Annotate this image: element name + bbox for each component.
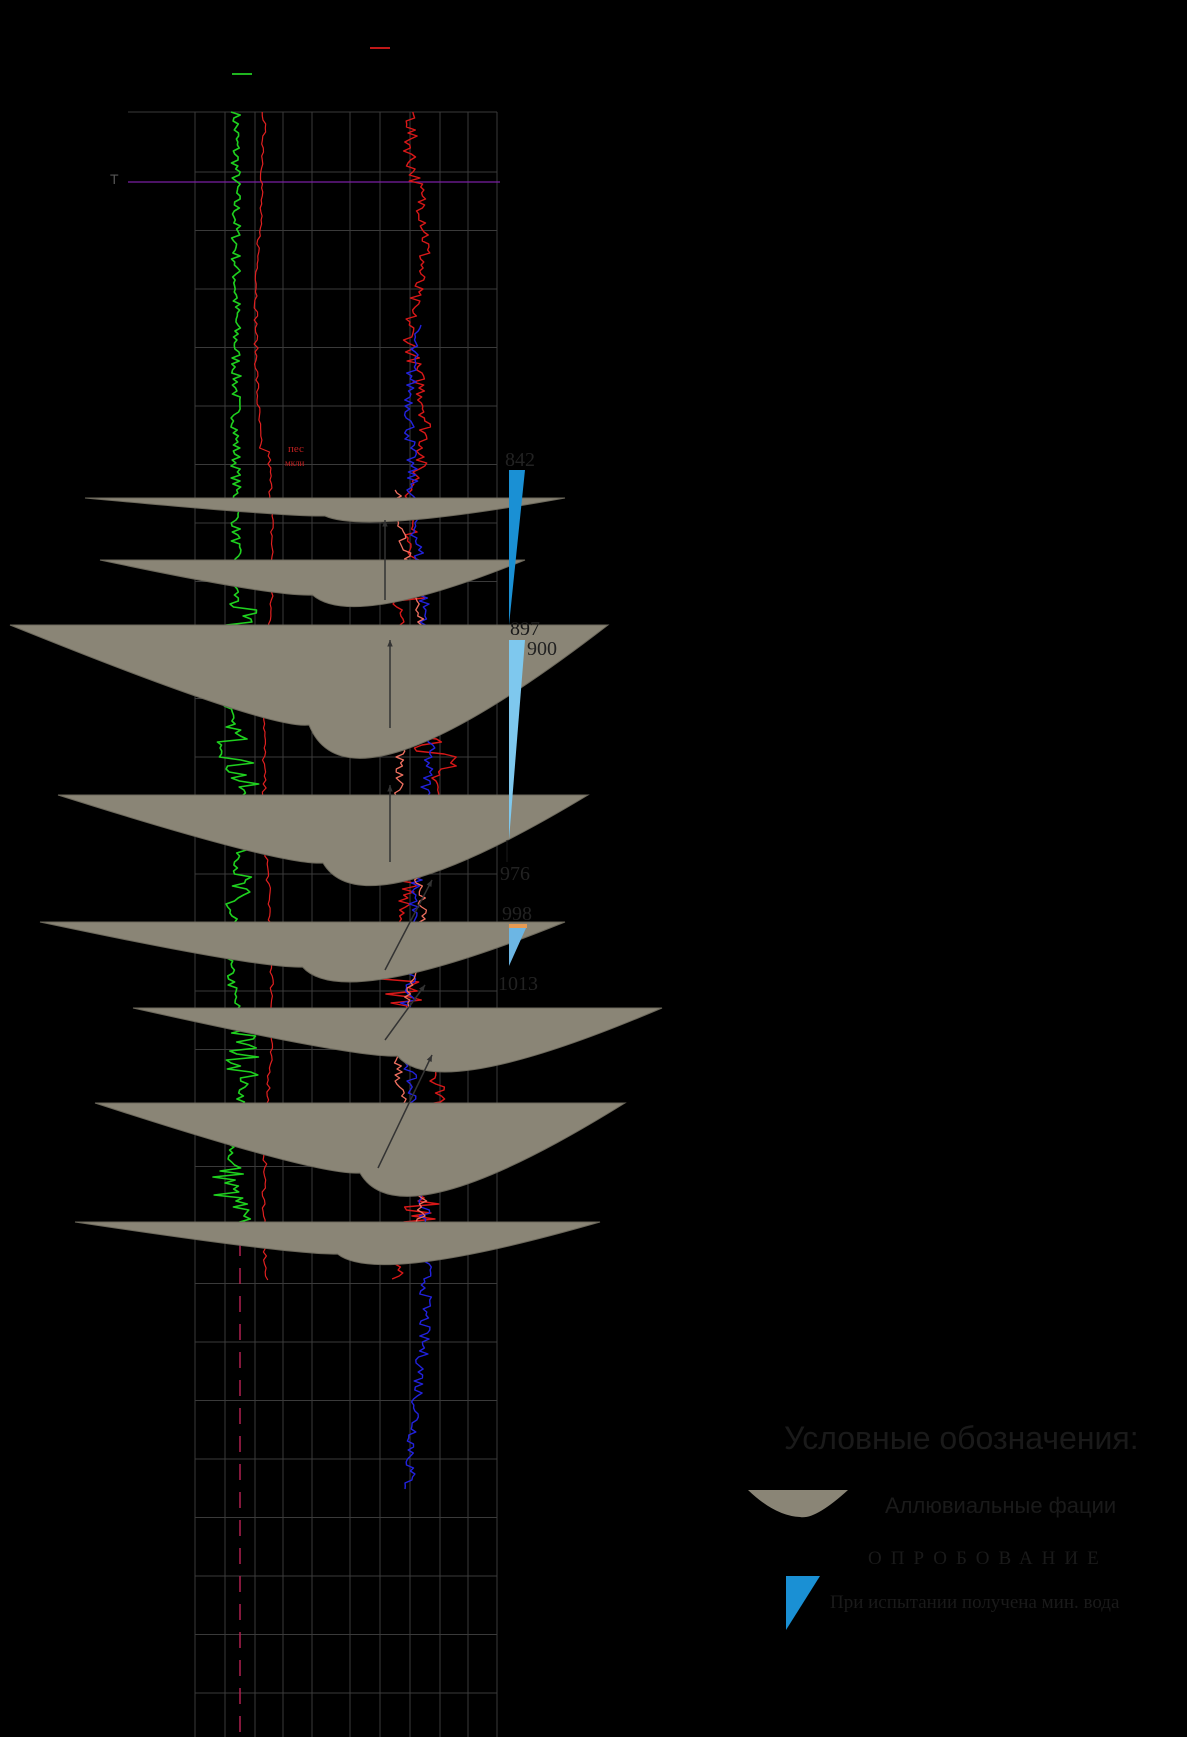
test-1-bottom-depth: 897 — [510, 618, 540, 640]
legend-title: Условные обозначения: — [784, 1420, 1139, 1456]
test-1-top-depth: 842 — [505, 449, 535, 471]
legend-facies-symbol — [748, 1490, 848, 1518]
trend-arrow-head — [387, 785, 393, 792]
test-3-top-depth: 998 — [502, 903, 532, 925]
legend-facies-label: Аллювиальные фации — [885, 1493, 1117, 1518]
facies-lens — [132, 1007, 663, 1073]
facies-lenses — [9, 497, 663, 1266]
facies-lens — [84, 497, 566, 523]
trend-arrow-head — [419, 985, 425, 992]
trend-arrow — [384, 984, 426, 1041]
trend-arrow — [377, 1054, 433, 1169]
test-3-bottom-depth: 1013 — [498, 973, 538, 995]
facies-lens — [94, 1102, 627, 1197]
test-1-triangle — [509, 470, 525, 625]
legend-sampling-title: ОПРОБОВАНИЕ — [868, 1548, 1108, 1569]
test-2-triangle — [509, 640, 525, 840]
test-3-triangle — [509, 928, 526, 966]
legend-water-symbol — [786, 1576, 820, 1630]
annotation-line2: мкли — [285, 458, 305, 468]
facies-lens — [57, 794, 590, 887]
facies-lens — [99, 559, 526, 608]
trend-arrow-head — [387, 640, 393, 647]
trend-arrows — [377, 520, 433, 1169]
test-intervals — [506, 470, 527, 966]
facies-lens — [9, 624, 610, 759]
marker-label: T — [110, 171, 119, 187]
test-3-accent — [509, 924, 527, 928]
track-grid — [128, 47, 500, 1737]
trend-arrow — [384, 879, 433, 971]
annotation-line1: пес — [288, 443, 304, 455]
trend-arrow-head — [382, 520, 388, 527]
facies-lens — [39, 921, 566, 983]
facies-lens — [74, 1221, 601, 1266]
trend-arrow-head — [426, 1055, 432, 1062]
test-2-top-depth: 900 — [527, 638, 557, 660]
legend-water-label: При испытании получена мин. вода — [830, 1592, 1120, 1613]
trend-arrow-head — [426, 880, 432, 887]
legend-symbols — [748, 1490, 848, 1630]
test-2-bottom-depth: 976 — [500, 863, 530, 885]
